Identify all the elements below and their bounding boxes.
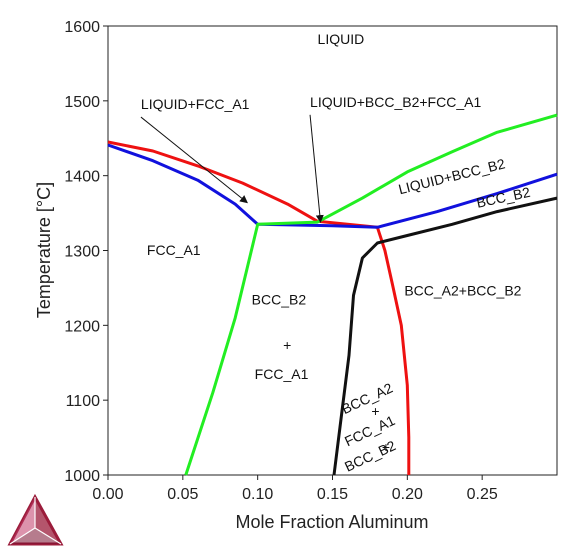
- phase-boundary-line: [107, 143, 558, 229]
- annotation-arrow: [309, 114, 324, 224]
- phase-region-label: +: [283, 337, 291, 353]
- y-tick-label: 1400: [64, 169, 100, 186]
- x-axis-title: Mole Fraction Aluminum: [235, 512, 428, 532]
- phase-region-label: BCC_B2: [252, 291, 307, 307]
- x-tick-label: 0.15: [317, 486, 348, 503]
- phase-region-label: LIQUID+BCC_B2+FCC_A1: [310, 94, 481, 110]
- y-tick-label: 1200: [64, 318, 100, 335]
- phase-region-label: +: [382, 439, 390, 455]
- y-tick-label: 1500: [64, 94, 100, 111]
- y-tick-label: 1300: [64, 244, 100, 261]
- phase-region-label: +: [371, 403, 379, 419]
- phase-region-label: FCC_A1: [147, 242, 201, 258]
- phase-region-label: FCC_A1: [255, 366, 309, 382]
- y-tick-label: 1000: [64, 468, 100, 485]
- x-tick-label: 0.25: [467, 486, 498, 503]
- x-tick-label: 0.20: [392, 486, 423, 503]
- thermo-calc-logo-icon: [7, 493, 64, 546]
- phase-region-label: BCC_A2+BCC_B2: [404, 282, 521, 298]
- phase-boundary-line: [184, 113, 558, 476]
- phase-region-label: LIQUID+FCC_A1: [141, 96, 250, 112]
- annotation-arrow: [140, 116, 248, 204]
- x-tick-label: 0.00: [92, 486, 123, 503]
- y-tick-label: 1600: [64, 19, 100, 36]
- y-tick-label: 1100: [66, 393, 101, 410]
- y-axis-title: Temperature [°C]: [34, 182, 54, 318]
- x-tick-label: 0.05: [167, 486, 198, 503]
- x-tick-label: 0.10: [242, 486, 273, 503]
- phase-boundary-line: [332, 196, 558, 476]
- phase-region-label: BCC_A2: [339, 379, 395, 417]
- phase-region-label: LIQUID: [318, 31, 365, 47]
